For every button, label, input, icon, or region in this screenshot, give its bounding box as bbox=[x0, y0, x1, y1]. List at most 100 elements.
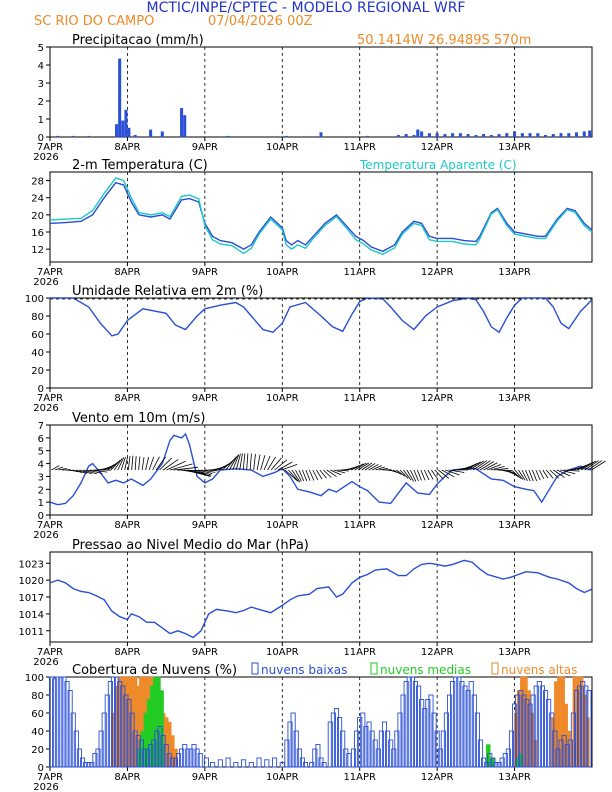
wind-arrow bbox=[431, 469, 439, 480]
wind-arrow bbox=[441, 469, 455, 478]
bar-clouds-nuvens-baixas bbox=[95, 748, 101, 768]
wind-arrow bbox=[288, 469, 299, 482]
wind-arrow bbox=[54, 466, 64, 471]
bar-clouds-nuvens-baixas bbox=[567, 739, 573, 768]
wind-arrow bbox=[232, 454, 240, 471]
x-year-label: 2026 bbox=[33, 782, 58, 792]
wind-arrow bbox=[378, 467, 388, 471]
bar-precip bbox=[458, 133, 462, 138]
wind-arrow bbox=[145, 456, 150, 471]
bar-clouds-nuvens-baixas bbox=[194, 748, 200, 768]
wind-arrow bbox=[427, 469, 434, 480]
wind-arrow bbox=[256, 454, 261, 471]
wind-arrow bbox=[399, 469, 409, 479]
y-tick-label: 3 bbox=[38, 79, 44, 90]
bar-clouds-nuvens-baixas bbox=[539, 685, 545, 768]
bar-precip bbox=[505, 133, 509, 138]
series-line-pressure-0 bbox=[49, 559, 593, 639]
panel-title-temp: 2-m Temperatura (C) bbox=[72, 158, 208, 173]
y-tick-label: 1 bbox=[38, 115, 44, 126]
bar-precip bbox=[416, 129, 420, 138]
bar-clouds-nuvens-baixas bbox=[117, 681, 123, 768]
bar-clouds-nuvens-baixas bbox=[375, 748, 381, 768]
x-tick-label: 10APR bbox=[266, 772, 299, 783]
wind-arrow bbox=[438, 469, 450, 479]
x-tick-label: 7APR bbox=[37, 647, 63, 658]
bar-clouds-nuvens-baixas bbox=[83, 762, 89, 768]
wind-arrow bbox=[267, 456, 276, 471]
wind-arrow bbox=[239, 453, 243, 471]
wind-arrow bbox=[51, 465, 60, 471]
bar-clouds-nuvens-baixas bbox=[248, 762, 254, 768]
bar-clouds-nuvens-baixas bbox=[493, 762, 499, 768]
y-tick-label: 1 bbox=[38, 498, 44, 509]
wind-arrow bbox=[107, 461, 119, 471]
legend-swatch bbox=[251, 662, 259, 675]
bar-clouds-nuvens-baixas bbox=[388, 739, 394, 768]
wind-arrow bbox=[472, 460, 488, 471]
bar-clouds-nuvens-baixas bbox=[428, 694, 434, 768]
legend-entry: nuvens baixas bbox=[261, 663, 347, 677]
x-tick-label: 7APR bbox=[37, 267, 63, 278]
panel-frame-pressure bbox=[49, 551, 593, 643]
y-tick-label: 5 bbox=[38, 43, 44, 54]
bar-clouds-nuvens-baixas bbox=[148, 744, 154, 768]
bar-clouds-nuvens-baixas bbox=[437, 748, 443, 768]
x-tick-label: 10APR bbox=[266, 393, 299, 404]
wind-arrow bbox=[75, 469, 88, 474]
bar-clouds-nuvens-baixas bbox=[512, 703, 518, 768]
bar-clouds-nuvens-baixas bbox=[287, 721, 293, 768]
x-tick-label: 8APR bbox=[114, 520, 140, 531]
wind-arrow bbox=[528, 469, 534, 482]
x-tick-label: 7APR bbox=[37, 142, 63, 153]
panel-frame-temp bbox=[49, 171, 593, 263]
bar-clouds-nuvens-baixas bbox=[135, 735, 141, 768]
wind-arrow bbox=[410, 469, 417, 482]
bar-clouds-nuvens-baixas bbox=[70, 712, 76, 768]
bar-clouds-nuvens-baixas bbox=[52, 678, 58, 768]
wind-arrow bbox=[277, 461, 293, 471]
wind-arrow bbox=[72, 469, 83, 473]
bar-precip bbox=[149, 129, 153, 138]
bar-clouds-nuvens-baixas bbox=[157, 726, 163, 768]
bar-clouds-nuvens-baixas bbox=[350, 748, 357, 768]
x-tick-label: 7APR bbox=[37, 520, 63, 531]
y-tick-label: 2 bbox=[38, 485, 44, 496]
bar-clouds-nuvens-baixas bbox=[409, 676, 415, 768]
wind-arrow bbox=[521, 469, 528, 482]
wind-arrow bbox=[138, 456, 141, 471]
bar-clouds-nuvens-baixas bbox=[546, 699, 552, 768]
bar-clouds-nuvens-medias bbox=[485, 744, 491, 768]
bar-precip bbox=[124, 109, 128, 138]
x-tick-label: 13APR bbox=[498, 393, 531, 404]
x-tick-label: 13APR bbox=[498, 772, 531, 783]
bar-precip bbox=[474, 134, 478, 138]
wind-arrow bbox=[86, 469, 103, 474]
x-tick-label: 7APR bbox=[37, 772, 63, 783]
y-tick-label: 20 bbox=[31, 366, 44, 377]
wind-arrow bbox=[298, 469, 305, 482]
bar-precip bbox=[284, 135, 288, 138]
bar-clouds-nuvens-baixas bbox=[527, 703, 533, 768]
bar-clouds-nuvens-baixas bbox=[518, 690, 524, 768]
bar-clouds-nuvens-baixas bbox=[210, 762, 216, 768]
wind-arrow bbox=[337, 469, 349, 472]
bar-clouds-nuvens-baixas bbox=[120, 685, 126, 768]
bar-precip bbox=[520, 133, 524, 138]
y-tick-label: 5 bbox=[38, 447, 44, 458]
wind-arrow bbox=[169, 463, 193, 471]
bar-clouds-nuvens-baixas bbox=[123, 694, 129, 768]
bar-clouds-nuvens-baixas bbox=[141, 748, 148, 768]
y-tick-label: 2 bbox=[38, 97, 44, 108]
wind-arrow bbox=[420, 469, 426, 481]
wind-arrow bbox=[281, 464, 298, 471]
bar-clouds-nuvens-baixas bbox=[515, 694, 521, 768]
x-year-label: 2026 bbox=[33, 403, 58, 414]
y-tick-label: 0 bbox=[38, 763, 44, 774]
bar-clouds-nuvens-baixas bbox=[197, 753, 203, 768]
bar-clouds-nuvens-baixas bbox=[406, 676, 412, 768]
wind-arrow bbox=[110, 459, 121, 471]
y-tick-label: 3 bbox=[38, 472, 44, 483]
bar-precip bbox=[412, 134, 416, 138]
bar-clouds-nuvens-baixas bbox=[381, 721, 388, 768]
